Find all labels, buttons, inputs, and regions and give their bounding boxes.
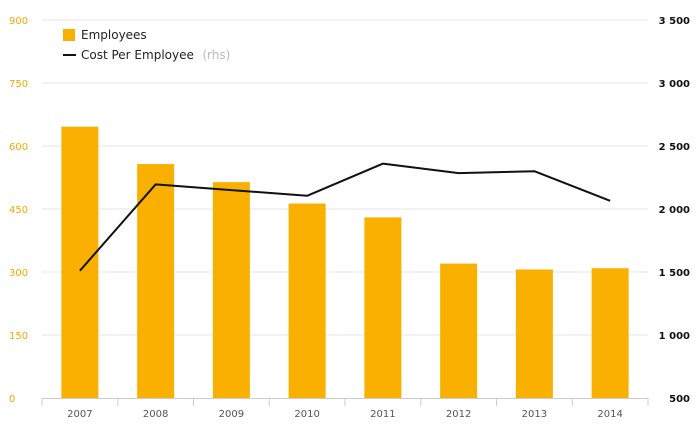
bar-employees bbox=[515, 269, 553, 398]
bar-employees bbox=[288, 203, 326, 398]
legend: Employees Cost Per Employee (rhs) bbox=[63, 28, 230, 63]
left-tick-label: 0 bbox=[9, 394, 15, 405]
line-cost-per-employee bbox=[79, 162, 611, 272]
right-tick-label: 1 500 bbox=[659, 268, 690, 279]
bar-employees bbox=[364, 217, 402, 398]
legend-label-cost-suffix: (rhs) bbox=[202, 48, 230, 62]
right-tick-label: 2 500 bbox=[659, 142, 690, 153]
left-tick-label: 900 bbox=[9, 16, 28, 27]
right-tick-label: 2 000 bbox=[659, 205, 690, 216]
x-tick-label: 2012 bbox=[446, 409, 471, 420]
x-tick-label: 2009 bbox=[219, 409, 244, 420]
right-tick-label: 3 500 bbox=[659, 16, 690, 27]
right-tick-label: 1 000 bbox=[659, 331, 690, 342]
left-tick-label: 750 bbox=[9, 79, 28, 90]
left-tick-label: 300 bbox=[9, 268, 28, 279]
bar-employees bbox=[212, 182, 250, 398]
left-tick-label: 600 bbox=[9, 142, 28, 153]
bar-employees bbox=[61, 126, 99, 399]
x-axis: 2007 2008 2009 2010 2011 2012 2013 2014 bbox=[41, 398, 649, 420]
left-axis-ticks: 0 150 300 450 600 750 900 bbox=[9, 16, 28, 405]
x-tick-label: 2011 bbox=[370, 409, 395, 420]
legend-label-cost: Cost Per Employee bbox=[81, 48, 194, 62]
x-tick-label: 2010 bbox=[294, 409, 319, 420]
left-tick-label: 150 bbox=[9, 331, 28, 342]
bar-employees bbox=[137, 164, 175, 398]
x-tick-label: 2008 bbox=[143, 409, 168, 420]
legend-swatch-employees bbox=[63, 29, 75, 41]
right-tick-label: 500 bbox=[669, 394, 690, 405]
left-tick-label: 450 bbox=[9, 205, 28, 216]
x-tick-label: 2013 bbox=[522, 409, 547, 420]
x-tick-label: 2014 bbox=[597, 409, 622, 420]
x-tick-label: 2007 bbox=[67, 409, 92, 420]
bar-employees bbox=[440, 263, 478, 398]
gridlines bbox=[42, 19, 648, 336]
cost-line-layer bbox=[79, 162, 611, 272]
legend-label-cost-wrapper: Cost Per Employee (rhs) bbox=[81, 46, 230, 63]
right-tick-label: 3 000 bbox=[659, 79, 690, 90]
right-axis-ticks: 500 1 000 1 500 2 000 2 500 3 000 3 500 bbox=[659, 16, 690, 405]
bar-employees bbox=[591, 268, 629, 398]
legend-label-employees: Employees bbox=[81, 28, 147, 42]
employee-bars bbox=[61, 126, 629, 399]
